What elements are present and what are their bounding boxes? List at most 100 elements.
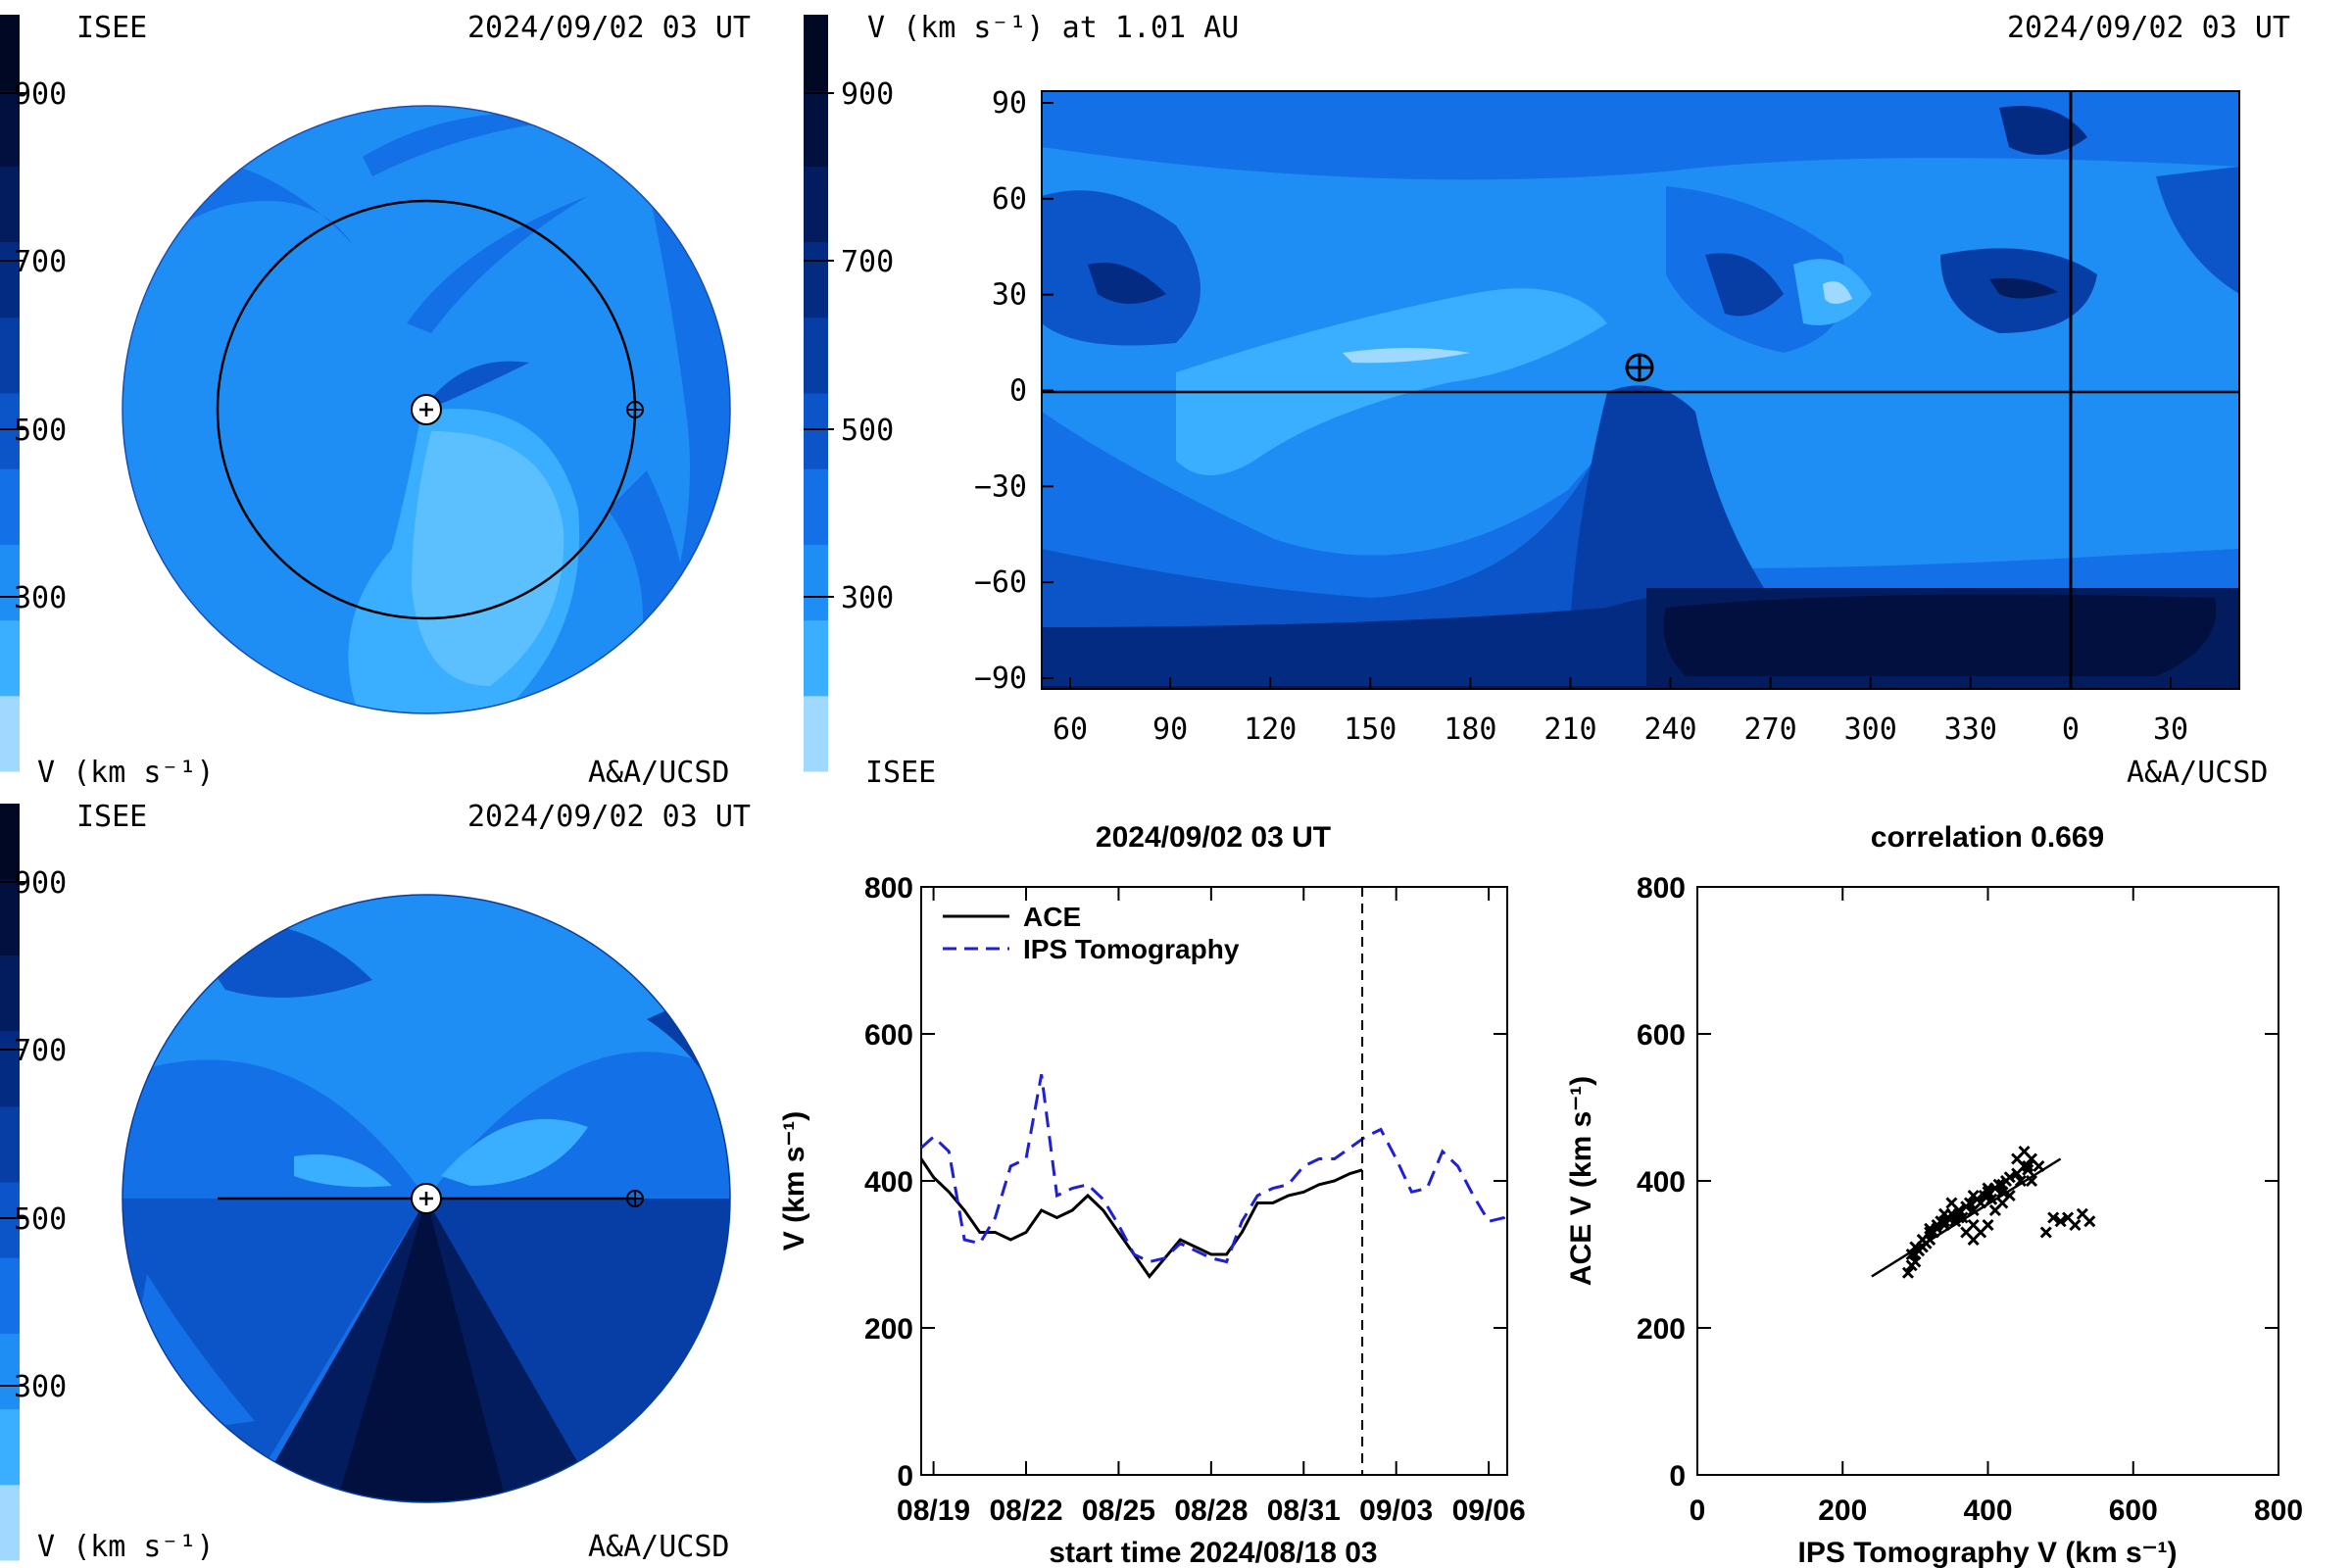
colorbar-level <box>804 15 828 91</box>
lat-tick-label: 30 <box>992 278 1027 313</box>
scatter-point <box>1901 1266 1915 1279</box>
synoptic-credit: A&A/UCSD <box>2127 756 2269 790</box>
sun-cross-icon <box>419 1192 433 1205</box>
scatter-point <box>2014 1174 2027 1188</box>
scatter-point <box>2083 1215 2096 1228</box>
colorbar-tick-label: 300 <box>14 581 67 615</box>
scatter-point <box>2003 1189 2016 1202</box>
lon-tick-label: 180 <box>1444 712 1496 747</box>
colorbar-tick-label: 500 <box>14 414 67 448</box>
sun-cross-icon <box>419 403 433 416</box>
colorbar-level <box>0 544 20 621</box>
lon-tick-label: 120 <box>1244 712 1297 747</box>
y-tick-label: 0 <box>897 1460 913 1493</box>
colorbar-level <box>0 1182 20 1258</box>
scatter-point <box>2033 1159 2045 1173</box>
colorbar-level <box>804 619 828 697</box>
synoptic-institution: ISEE <box>865 756 936 790</box>
lat-tick-label: 60 <box>992 182 1027 217</box>
synoptic-datetime: 2024/09/02 03 UT <box>2007 11 2290 45</box>
colorbar-level <box>0 695 20 772</box>
lon-tick-label: 210 <box>1544 712 1596 747</box>
panel-credit: A&A/UCSD <box>588 1530 730 1564</box>
series-group <box>921 1074 1507 1279</box>
x-axis: 08/19 08/22 08/25 08/28 08/31 09/03 09/06 <box>897 887 1526 1527</box>
lat-tick-label: 90 <box>992 86 1027 121</box>
panel-datetime: 2024/09/02 03 UT <box>467 800 751 834</box>
x-tick-label: 08/31 <box>1267 1494 1341 1527</box>
polar-map-boundary <box>122 105 731 714</box>
scatter-point <box>2022 1159 2034 1173</box>
colorbar-synoptic: 900 700 500 300 <box>804 15 894 772</box>
y-tick-label: 400 <box>864 1166 913 1199</box>
scatter-point <box>2018 1145 2031 1158</box>
colorbar-tick-label: 700 <box>14 1034 67 1068</box>
scatter-point <box>1963 1197 1977 1209</box>
plot-frame <box>920 886 1508 1476</box>
lon-tick-label: 150 <box>1344 712 1396 747</box>
colorbar-tick-label: 500 <box>14 1202 67 1237</box>
scatter-point <box>1996 1178 2009 1191</box>
earth-position-cross-icon <box>1627 355 1652 380</box>
lon-tick-label: 330 <box>1944 712 1997 747</box>
meridional-cut-panel: ISEE 2024/09/02 03 UT V (km s⁻¹) A&A/UCS… <box>37 800 751 1564</box>
colorbar-tick-label: 500 <box>841 414 894 448</box>
synoptic-map-panel: V (km s⁻¹) at 1.01 AU 2024/09/02 03 UT I… <box>865 11 2290 790</box>
series-line-ace <box>921 1157 1363 1279</box>
scatter-point <box>1982 1218 1994 1232</box>
lon-tick-label: 90 <box>1152 712 1188 747</box>
lon-tick-label: 240 <box>1643 712 1696 747</box>
scatter-point <box>1952 1211 1965 1224</box>
colorbar-level <box>0 955 20 1032</box>
earth-cross-icon <box>627 402 643 417</box>
y-axis: 0 200 400 600 800 <box>1637 872 2278 1493</box>
scatter-point <box>1967 1218 1980 1232</box>
y-tick-label: 200 <box>1637 1313 1686 1346</box>
scatter-point <box>1952 1207 1965 1220</box>
colorbar-level <box>804 544 828 621</box>
synoptic-longitude-axis: 60 90 120 150 180 210 240 270 300 330 0 30 <box>1053 677 2188 747</box>
colorbar-tick-label: 300 <box>841 581 894 615</box>
colorbar-level <box>804 468 828 545</box>
panel-datetime: 2024/09/02 03 UT <box>467 11 751 45</box>
colorbar-level <box>804 241 828 318</box>
lon-tick-label: 60 <box>1053 712 1088 747</box>
x-tick-label: 600 <box>2109 1494 2158 1527</box>
colorbar-bottom-left: 900 700 500 300 <box>0 804 67 1561</box>
chart-title: 2024/09/02 03 UT <box>1096 821 1331 854</box>
scatter-point <box>1937 1215 1951 1228</box>
colorbar-level <box>0 1484 20 1561</box>
colorbar-level <box>0 619 20 697</box>
colorbar-level <box>0 879 20 956</box>
x-tick-label: 08/22 <box>989 1494 1062 1527</box>
colorbar-level <box>0 1105 20 1183</box>
panel-institution: ISEE <box>76 11 147 45</box>
lat-tick-label: −60 <box>974 565 1027 600</box>
synoptic-velocity-map <box>1042 91 2239 689</box>
scatter-point <box>2047 1211 2060 1224</box>
scatter-point <box>1982 1182 1994 1195</box>
colorbar-tick-label: 700 <box>841 245 894 279</box>
scatter-chart: correlation 0.669 0 200 400 600 800 0 200 400 6… <box>1565 821 2303 1568</box>
lat-tick-label: −30 <box>974 469 1027 504</box>
colorbar-level <box>0 90 20 167</box>
colorbar-level <box>0 804 20 880</box>
y-tick-label: 0 <box>1669 1460 1686 1493</box>
scatter-point <box>1905 1248 1918 1261</box>
x-axis: 0 200 400 600 800 <box>1690 887 2303 1527</box>
polar-map-boundary <box>122 894 731 1503</box>
colorbar-level <box>0 468 20 545</box>
colorbar-level <box>0 166 20 243</box>
y-tick-label: 800 <box>864 872 913 905</box>
x-tick-label: 800 <box>2254 1494 2303 1527</box>
colorbar-tick-label: 900 <box>14 77 67 112</box>
colorbar-level <box>0 317 20 394</box>
colorbar-level <box>804 90 828 167</box>
colorbar-level <box>804 166 828 243</box>
panel-institution: ISEE <box>76 800 147 834</box>
synoptic-latitude-axis: 90 60 30 0 −30 −60 −90 <box>974 86 1054 696</box>
scatter-point <box>1992 1178 2005 1191</box>
scatter-point <box>1909 1255 1922 1268</box>
scatter-point <box>1924 1222 1936 1235</box>
